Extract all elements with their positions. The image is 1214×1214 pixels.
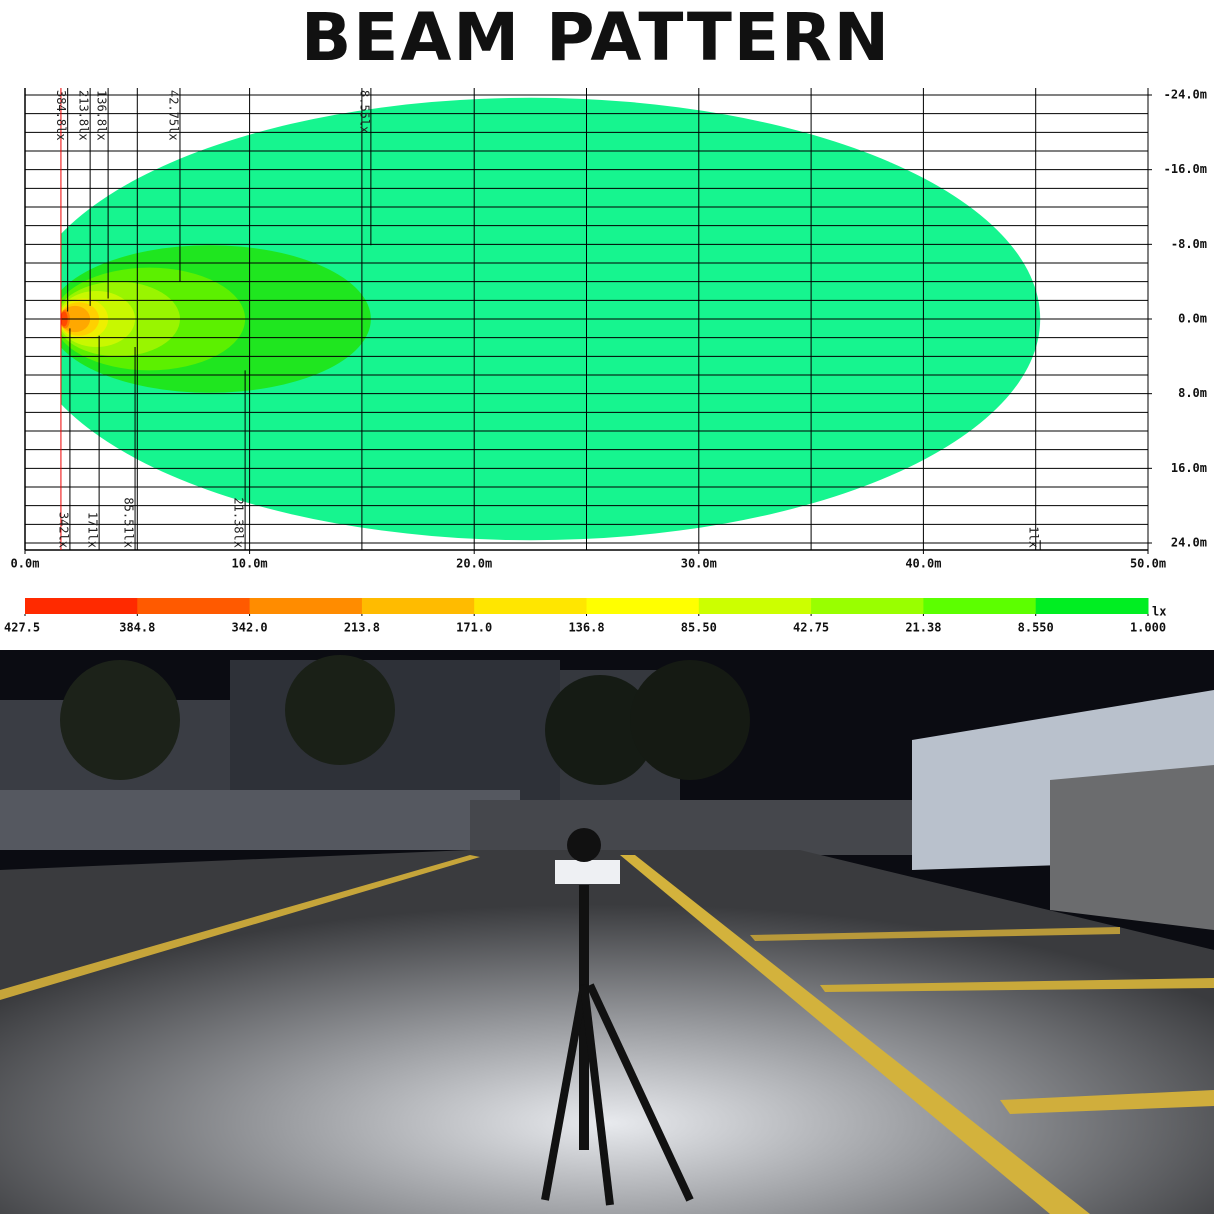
contour-label: 213.8lx <box>77 90 91 141</box>
legend-label: 136.8 <box>568 621 604 635</box>
legend-label: 342.0 <box>232 621 268 635</box>
building <box>230 660 560 810</box>
legend-label: 42.75 <box>793 621 829 635</box>
lamp <box>567 828 601 862</box>
ground <box>0 850 1214 1214</box>
contour-label: 342lx <box>56 512 70 548</box>
x-tick-label: 40.0m <box>905 557 941 571</box>
legend-swatch <box>361 598 475 614</box>
tripod-leg <box>541 984 588 1201</box>
photo <box>0 650 1214 1214</box>
y-tick-label: -24.0m <box>1164 88 1207 102</box>
contour-label: 8.55lx <box>357 90 371 133</box>
legend-label: 85.50 <box>681 621 717 635</box>
legend-swatch <box>137 598 251 614</box>
legend-swatch <box>474 598 587 614</box>
contour-label: 85.51lx <box>122 497 136 548</box>
legend-swatch <box>249 598 363 614</box>
fence <box>0 790 520 850</box>
lane-line <box>750 927 1120 941</box>
legend: 427.5 384.8 342.0 213.8 171.0 136.8 85.50 42.75… <box>4 598 1166 635</box>
x-tick-label: 0.0m <box>11 557 40 571</box>
legend-label: 427.5 <box>4 621 40 635</box>
contour-label: 171lx <box>86 512 100 548</box>
contour-label: 21.38lx <box>232 497 246 548</box>
y-tick-label: 24.0m <box>1171 536 1207 550</box>
contour-label: 42.75lx <box>166 90 180 141</box>
legend-swatch <box>1035 598 1149 614</box>
legend-swatch <box>586 598 700 614</box>
tree <box>545 675 655 785</box>
y-tick-label: -8.0m <box>1171 237 1207 251</box>
legend-swatch <box>811 598 924 614</box>
lamp-bracket <box>555 860 620 884</box>
y-tick-label: 0.0m <box>1178 312 1207 326</box>
legend-label: 1.000 <box>1130 621 1166 635</box>
contour-label: 1lx <box>1027 526 1041 548</box>
x-tick-label: 30.0m <box>681 557 717 571</box>
y-tick-label: 16.0m <box>1171 461 1207 475</box>
y-tick-label: 8.0m <box>1178 386 1207 400</box>
legend-label: 8.550 <box>1018 621 1054 635</box>
tree <box>630 660 750 780</box>
tree <box>60 660 180 780</box>
x-tick-label: 50.0m <box>1130 557 1166 571</box>
tree <box>285 655 395 765</box>
contour-label: 136.8lx <box>95 90 109 141</box>
lane-line <box>820 978 1214 992</box>
legend-label: 21.38 <box>905 621 941 635</box>
contour-label: 384.8lx <box>54 90 68 141</box>
wall <box>1050 765 1214 930</box>
x-tick-label: 10.0m <box>232 557 268 571</box>
wall <box>470 800 920 855</box>
legend-swatch <box>25 598 138 614</box>
chart-title: BEAM PATTERN <box>301 0 891 76</box>
plot: 1lx8.55lx21.38lx42.75lx85.51lx136.8lx171… <box>4 88 1207 635</box>
y-tick-label: -16.0m <box>1164 162 1207 176</box>
x-tick-label: 20.0m <box>456 557 492 571</box>
lane-line <box>620 855 1090 1214</box>
legend-label: 171.0 <box>456 621 492 635</box>
legend-swatch <box>698 598 812 614</box>
legend-unit: lx <box>1152 605 1166 619</box>
tripod-leg <box>586 983 694 1202</box>
legend-swatch <box>923 598 1037 614</box>
lane-line <box>1000 1090 1214 1114</box>
lane-line <box>0 855 480 1000</box>
legend-label: 213.8 <box>344 621 380 635</box>
tripod-leg <box>580 984 614 1206</box>
legend-label: 384.8 <box>119 621 155 635</box>
